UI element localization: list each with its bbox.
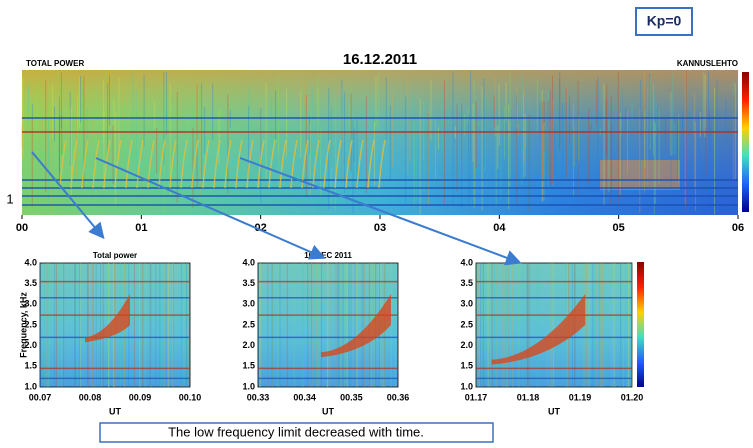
x-tick-label: 01 xyxy=(135,222,147,234)
y-tick-label: 1.5 xyxy=(460,361,473,371)
whistler xyxy=(345,139,353,189)
whistler xyxy=(356,139,364,189)
y-tick-label: 2.0 xyxy=(242,340,255,350)
whistler xyxy=(169,139,177,189)
top-right-label: KANNUSLEHTO xyxy=(677,59,738,68)
y-tick-label: 3.5 xyxy=(460,278,473,288)
whistler xyxy=(334,139,342,189)
arrow xyxy=(95,157,326,260)
y-tick-label: 3.0 xyxy=(24,299,37,309)
whistler xyxy=(81,139,89,189)
x-tick-label: 01.19 xyxy=(569,392,592,402)
whistler xyxy=(224,139,232,189)
whistler xyxy=(114,139,122,189)
x-tick-label: 01.17 xyxy=(465,392,488,402)
x-tick-label: 05 xyxy=(613,222,625,234)
arrow xyxy=(31,151,105,240)
x-tick-label: 01.18 xyxy=(517,392,540,402)
x-tick-label: 00.08 xyxy=(79,392,102,402)
y-tick-label: 3.5 xyxy=(242,278,255,288)
top-spectrogram xyxy=(21,70,738,215)
x-tick-label: 04 xyxy=(493,222,506,234)
whistler xyxy=(235,139,243,189)
x-tick-label: 03 xyxy=(374,222,386,234)
x-tick-label: 00.07 xyxy=(29,392,52,402)
y-axis-label: Frequency, kHz xyxy=(18,292,28,358)
whistler xyxy=(268,139,276,189)
x-axis-label: UT xyxy=(322,406,334,416)
emission xyxy=(491,294,586,365)
whistler xyxy=(213,139,221,189)
whistler xyxy=(125,139,133,189)
y-tick-label: 2.5 xyxy=(24,319,37,329)
x-tick-label: 00.36 xyxy=(387,392,410,402)
side-label: 1 xyxy=(6,191,13,206)
colorbar xyxy=(742,72,749,212)
whistler xyxy=(301,139,309,189)
y-tick-label: 4.0 xyxy=(24,257,37,267)
spectrogram-patch xyxy=(600,160,680,190)
spectrogram-band xyxy=(22,70,738,215)
x-tick-label: 00 xyxy=(16,222,28,234)
whistler xyxy=(323,139,331,189)
x-tick-label: 06 xyxy=(732,222,744,234)
y-tick-label: 1.0 xyxy=(460,381,473,391)
arrows xyxy=(31,151,522,266)
whistler xyxy=(312,139,320,189)
colorbar xyxy=(637,262,644,387)
y-tick-label: 4.0 xyxy=(460,257,473,267)
y-tick-label: 1.0 xyxy=(24,381,37,391)
badge: Kp=0 xyxy=(647,13,682,29)
x-axis-label: UT xyxy=(109,406,121,416)
y-tick-label: 3.0 xyxy=(242,299,255,309)
y-tick-label: 1.5 xyxy=(242,361,255,371)
top-title: 16.12.2011 xyxy=(343,51,417,68)
y-tick-label: 2.0 xyxy=(460,340,473,350)
whistler xyxy=(92,139,100,189)
x-tick-label: 00.34 xyxy=(293,392,316,402)
whistler xyxy=(202,139,210,189)
y-tick-label: 3.0 xyxy=(460,299,473,309)
x-tick-label: 01.20 xyxy=(621,392,644,402)
inset-title: 16 DEC 2011 xyxy=(304,251,352,260)
y-tick-label: 2.0 xyxy=(24,340,37,350)
whistler xyxy=(378,139,386,189)
x-axis-label: UT xyxy=(548,406,560,416)
caption-box xyxy=(99,422,494,443)
whistler xyxy=(279,139,287,189)
y-tick-label: 4.0 xyxy=(242,257,255,267)
whistler xyxy=(136,139,144,189)
whistler xyxy=(158,139,166,189)
x-tick-label: 00.35 xyxy=(340,392,363,402)
whistler xyxy=(147,139,155,189)
badge-box xyxy=(635,7,693,36)
whistler xyxy=(180,139,188,189)
top-left-label: TOTAL POWER xyxy=(26,59,84,68)
whistler xyxy=(191,139,199,189)
whistler xyxy=(70,139,78,189)
y-tick-label: 1.0 xyxy=(242,381,255,391)
whistler xyxy=(367,139,375,189)
x-tick-label: 00.33 xyxy=(247,392,270,402)
y-tick-label: 3.5 xyxy=(24,278,37,288)
whistler xyxy=(59,139,67,189)
whistler xyxy=(257,139,265,189)
inset-bg xyxy=(475,262,633,388)
x-tick-label: 00.09 xyxy=(129,392,152,402)
emission xyxy=(321,294,391,358)
whistler xyxy=(290,139,298,189)
inset: 16 DEC 2011 4.0 3.5 3.0 2.5 2.0 1.5 1.000.33 00.… xyxy=(242,251,409,416)
y-tick-label: 1.5 xyxy=(24,361,37,371)
inset-title: Total power xyxy=(93,251,137,260)
inset: 4.0 3.5 3.0 2.5 2.0 1.5 1.001.17 01.18 01.19 01.2… xyxy=(460,257,643,416)
emission xyxy=(85,294,130,343)
caption: The low frequency limit decreased with t… xyxy=(168,424,424,439)
x-tick-label: 00.10 xyxy=(179,392,202,402)
arrow xyxy=(239,157,522,266)
y-tick-label: 2.5 xyxy=(460,319,473,329)
inset: Total power Frequency, kHz 4.0 3.5 3.0 2.5 2.0… xyxy=(18,251,201,416)
y-tick-label: 2.5 xyxy=(242,319,255,329)
